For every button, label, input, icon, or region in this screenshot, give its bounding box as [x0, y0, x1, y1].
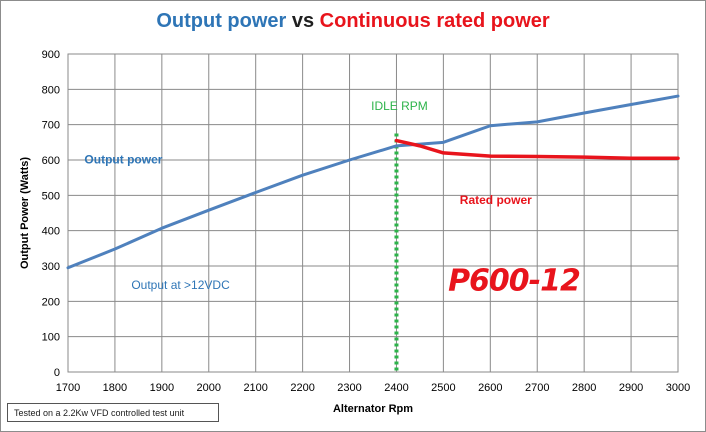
- x-tick-label: 2900: [619, 382, 643, 394]
- x-tick-label: 2800: [572, 382, 596, 394]
- output-power-line: [66, 94, 680, 270]
- y-tick-label: 600: [42, 155, 60, 167]
- x-tick-label: 1700: [56, 382, 80, 394]
- x-tick-label: 2600: [478, 382, 502, 394]
- model-annotation: P600-12: [448, 264, 580, 299]
- rated-power-line: [394, 138, 680, 160]
- test-note: Tested on a 2.2Kw VFD controlled test un…: [7, 403, 219, 422]
- x-tick-label: 2400: [384, 382, 408, 394]
- x-tick-label: 2000: [197, 382, 221, 394]
- y-tick-label: 700: [42, 120, 60, 132]
- x-tick-label: 2700: [525, 382, 549, 394]
- y-tick-label: 800: [42, 84, 60, 96]
- y-tick-label: 900: [42, 49, 60, 61]
- chart-title-output-power: Output power: [156, 10, 287, 32]
- idle-rpm-label: IDLE RPM: [371, 99, 428, 113]
- x-axis-label: Alternator Rpm: [333, 403, 413, 415]
- y-tick-label: 500: [42, 190, 60, 202]
- y-tick-label: 400: [42, 226, 60, 238]
- x-tick-label: 1800: [103, 382, 127, 394]
- y-tick-label: 300: [42, 261, 60, 273]
- x-tick-label: 2200: [290, 382, 314, 394]
- output-power-annotation: Output power: [84, 153, 162, 167]
- y-tick-label: 100: [42, 332, 60, 344]
- y-axis-label: Output Power (Watts): [19, 157, 31, 269]
- x-tick-label: 2300: [337, 382, 361, 394]
- x-tick-label: 1900: [150, 382, 174, 394]
- x-tick-label: 3000: [666, 382, 690, 394]
- x-tick-label: 2500: [431, 382, 455, 394]
- output-voltage-annotation: Output at >12VDC: [131, 278, 230, 292]
- chart-title: Output power vs Continuous rated power: [0, 10, 706, 33]
- y-tick-label: 0: [54, 367, 60, 379]
- plot-area-border: [67, 53, 679, 373]
- y-tick-label: 200: [42, 296, 60, 308]
- rated-power-annotation: Rated power: [460, 193, 532, 207]
- x-tick-label: 2100: [243, 382, 267, 394]
- chart-title-rated-power: Continuous rated power: [319, 10, 550, 32]
- chart-title-vs: vs: [286, 10, 320, 32]
